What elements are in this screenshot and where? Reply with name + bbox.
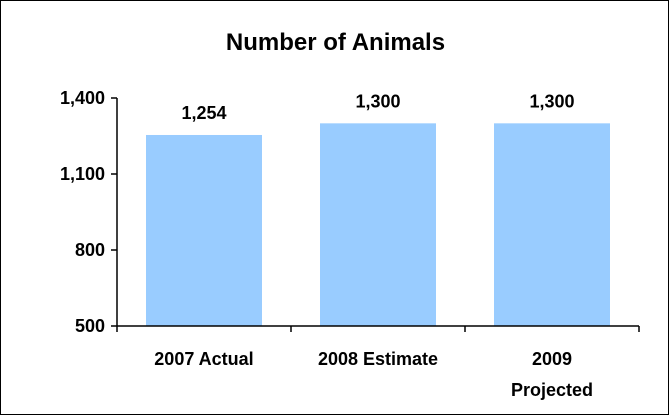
y-tick-label: 1,100 bbox=[60, 164, 105, 184]
data-label: 1,254 bbox=[181, 103, 226, 123]
data-label: 1,300 bbox=[355, 91, 400, 111]
y-tick-label: 800 bbox=[75, 240, 105, 260]
x-tick-label: 2007 Actual bbox=[154, 349, 253, 369]
y-tick-label: 500 bbox=[75, 316, 105, 336]
x-tick-label: 2008 Estimate bbox=[318, 349, 438, 369]
bar bbox=[494, 123, 610, 326]
data-label: 1,300 bbox=[529, 91, 574, 111]
x-tick-label: 2009 bbox=[532, 349, 572, 369]
bar bbox=[146, 134, 262, 326]
bar bbox=[320, 123, 436, 326]
y-tick-label: 1,400 bbox=[60, 88, 105, 108]
chart-title: Number of Animals bbox=[225, 29, 446, 56]
x-tick-label: Projected bbox=[511, 380, 593, 400]
